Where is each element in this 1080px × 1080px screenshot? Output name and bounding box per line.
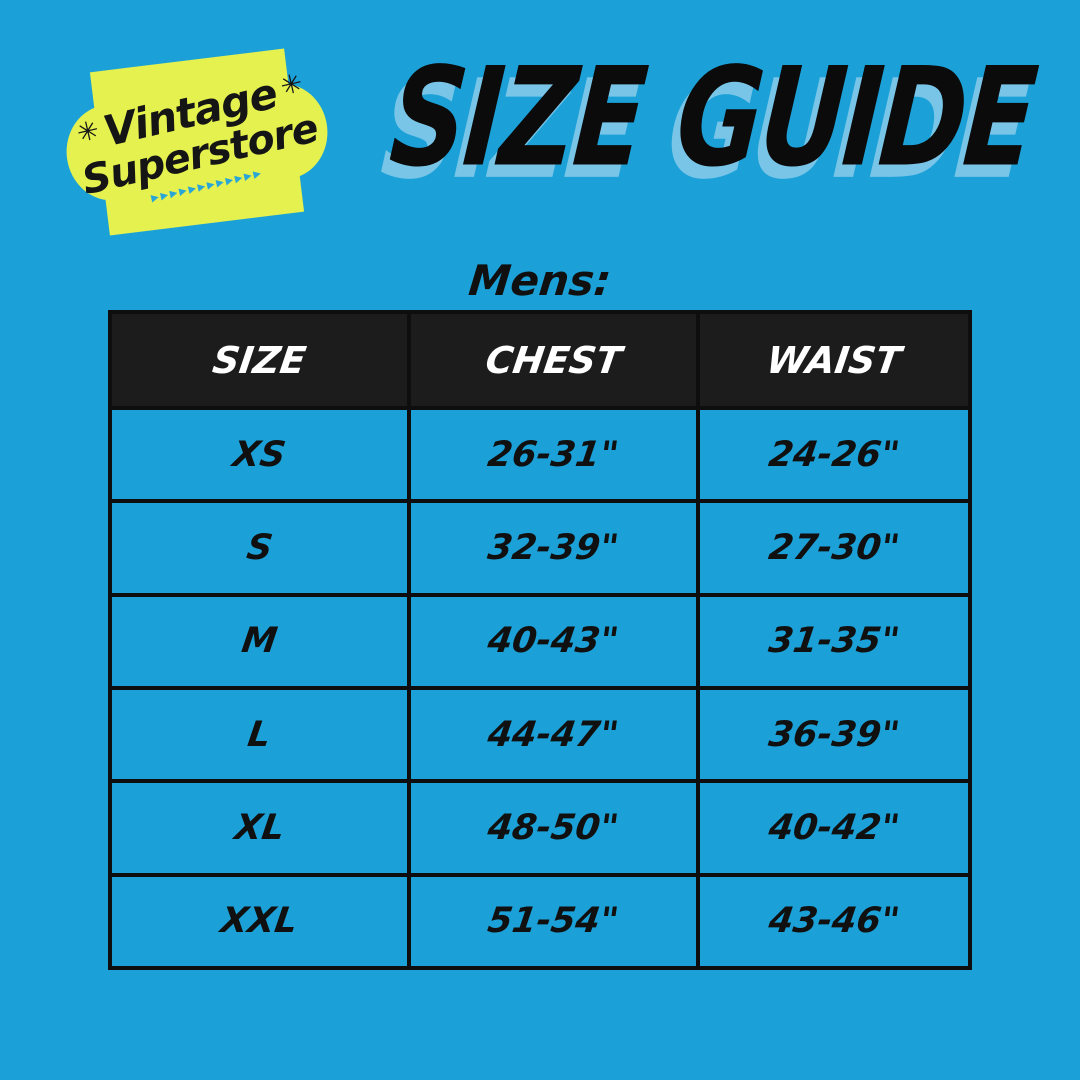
cell-value: XXL	[218, 901, 301, 942]
column-header-label: CHEST	[482, 338, 625, 382]
cell-value: XS	[230, 434, 289, 475]
badge-shape-icon	[66, 48, 328, 236]
cell-value: 24-26"	[766, 434, 902, 475]
cell-value: 44-47"	[485, 714, 622, 755]
table-cell-chest-row4: 44-47"	[411, 690, 697, 780]
cell-value: L	[245, 714, 274, 755]
column-header-chest: CHEST	[411, 314, 697, 406]
table-cell-waist-row1: 24-26"	[700, 410, 968, 500]
table-cell-waist-row3: 31-35"	[700, 596, 968, 686]
table-cell-size-row1: XS	[112, 410, 408, 500]
cell-value: M	[239, 621, 280, 662]
table-cell-waist-row5: 40-42"	[700, 783, 968, 873]
column-header-waist: WAIST	[700, 314, 968, 406]
table-cell-waist-row6: 43-46"	[700, 876, 968, 966]
column-header-label: SIZE	[210, 338, 309, 382]
cell-value: 43-46"	[766, 901, 902, 942]
sparkle-icon: ✳	[277, 67, 305, 102]
table-cell-size-row3: M	[112, 596, 408, 686]
cell-value: 40-43"	[485, 621, 622, 662]
cell-value: 27-30"	[766, 527, 902, 568]
table-cell-chest-row5: 48-50"	[411, 783, 697, 873]
table-cell-waist-row4: 36-39"	[700, 690, 968, 780]
cell-value: 51-54"	[485, 901, 622, 942]
brand-name: ✳ Vintage ✳ Superstore ▸▸▸▸▸▸▸▸▸▸▸▸	[50, 29, 344, 256]
cell-value: 32-39"	[485, 527, 622, 568]
cell-value: XL	[232, 807, 287, 848]
cell-value: 31-35"	[766, 621, 902, 662]
table-cell-size-row5: XL	[112, 783, 408, 873]
cell-value: 36-39"	[766, 714, 902, 755]
table-cell-chest-row2: 32-39"	[411, 503, 697, 593]
table-cell-size-row6: XXL	[112, 876, 408, 966]
table-cell-size-row4: L	[112, 690, 408, 780]
sparkle-icon: ✳	[73, 114, 101, 149]
table-cell-chest-row3: 40-43"	[411, 596, 697, 686]
cell-value: 48-50"	[485, 807, 622, 848]
cell-value: 40-42"	[766, 807, 902, 848]
table-cell-chest-row1: 26-31"	[411, 410, 697, 500]
table-cell-size-row2: S	[112, 503, 408, 593]
size-table: SIZE CHEST WAIST XS 26-31" 24-26" S 32-39" 27…	[108, 310, 972, 970]
cell-value: S	[244, 527, 275, 568]
column-header-label: WAIST	[764, 338, 904, 382]
column-header-size: SIZE	[112, 314, 408, 406]
table-cell-waist-row2: 27-30"	[700, 503, 968, 593]
cell-value: 26-31"	[485, 434, 622, 475]
brand-badge: ✳ Vintage ✳ Superstore ▸▸▸▸▸▸▸▸▸▸▸▸	[56, 41, 337, 244]
section-label-mens: Mens:	[466, 256, 614, 305]
table-cell-chest-row6: 51-54"	[411, 876, 697, 966]
page-title: SIZE GUIDE	[385, 38, 1041, 198]
